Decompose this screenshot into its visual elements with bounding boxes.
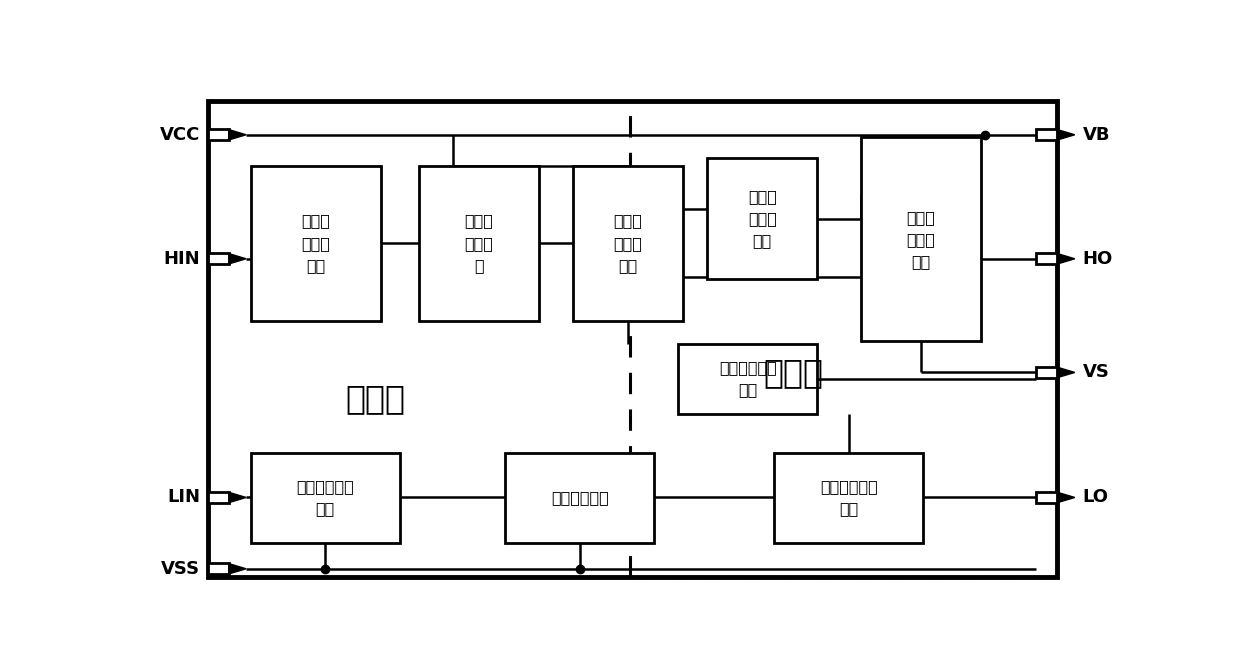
Bar xyxy=(208,101,1058,576)
Polygon shape xyxy=(1058,254,1074,264)
Bar xyxy=(250,166,380,321)
Bar xyxy=(1036,129,1058,140)
Text: HIN: HIN xyxy=(164,250,199,268)
Bar xyxy=(572,166,683,321)
Bar xyxy=(1036,492,1058,503)
Text: 低侧延时电路: 低侧延时电路 xyxy=(551,491,608,505)
Bar xyxy=(419,166,539,321)
Polygon shape xyxy=(1058,367,1074,378)
Text: 低压区: 低压区 xyxy=(346,382,405,415)
Bar xyxy=(1036,367,1058,378)
Bar xyxy=(506,452,654,543)
Text: 下行电平移位
电路: 下行电平移位 电路 xyxy=(719,360,777,397)
Polygon shape xyxy=(1058,130,1074,140)
Polygon shape xyxy=(229,254,247,264)
Text: 保护信
号产生
电路: 保护信 号产生 电路 xyxy=(748,189,777,248)
Bar xyxy=(208,563,229,574)
Bar xyxy=(861,138,981,342)
Text: HO: HO xyxy=(1083,250,1113,268)
Bar xyxy=(678,344,818,414)
Polygon shape xyxy=(229,493,247,503)
Text: 高侧通
道逻辑
电路: 高侧通 道逻辑 电路 xyxy=(906,210,935,269)
Text: VCC: VCC xyxy=(160,125,199,144)
Text: 窄脉冲
产生电
路: 窄脉冲 产生电 路 xyxy=(465,213,493,273)
Bar xyxy=(1036,253,1058,264)
Text: 低侧信号输入
电路: 低侧信号输入 电路 xyxy=(296,479,354,516)
Text: LO: LO xyxy=(1083,488,1109,507)
Polygon shape xyxy=(229,564,247,574)
Bar xyxy=(250,452,400,543)
Bar xyxy=(707,158,818,279)
Text: VB: VB xyxy=(1083,125,1110,144)
Bar xyxy=(208,253,229,264)
Bar xyxy=(208,129,229,140)
Bar xyxy=(774,452,923,543)
Text: 低侧信号输出
电路: 低侧信号输出 电路 xyxy=(820,479,877,516)
Text: LIN: LIN xyxy=(167,488,199,507)
Polygon shape xyxy=(1058,493,1074,503)
Text: 高压区: 高压区 xyxy=(763,356,824,389)
Text: 上行电
平移位
电路: 上行电 平移位 电路 xyxy=(613,213,642,273)
Text: VSS: VSS xyxy=(161,560,199,578)
Bar xyxy=(208,492,229,503)
Text: VS: VS xyxy=(1083,364,1109,381)
Polygon shape xyxy=(229,130,247,140)
Text: 高侧信
号输入
电路: 高侧信 号输入 电路 xyxy=(301,213,330,273)
